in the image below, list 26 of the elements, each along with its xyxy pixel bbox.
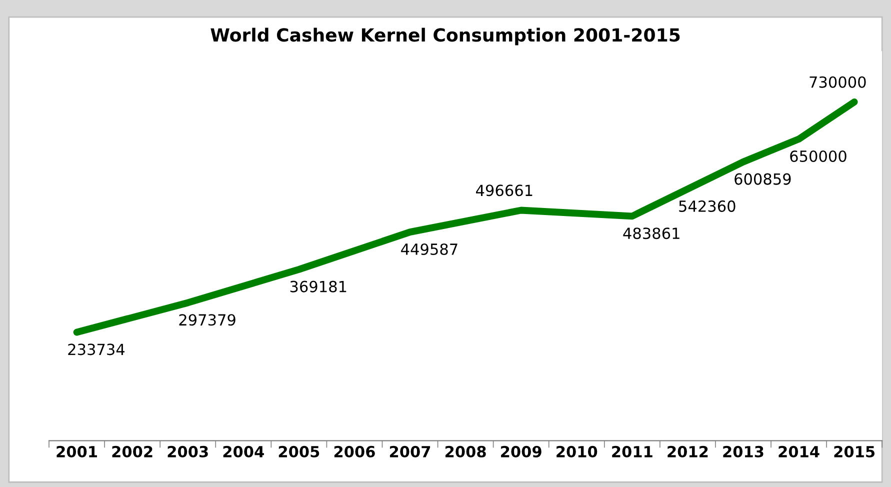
x-tick-label: 2010 <box>556 446 598 458</box>
data-label: 297379 <box>179 314 236 326</box>
data-label: 600859 <box>734 173 791 185</box>
x-tick-label: 2001 <box>56 446 97 458</box>
x-tick-label: 2002 <box>112 446 152 458</box>
data-label: 483861 <box>623 228 680 240</box>
x-tick-label: 2003 <box>168 446 208 458</box>
x-tick-label: 2014 <box>778 446 820 458</box>
data-label: 449587 <box>401 243 458 256</box>
data-label: 542360 <box>679 200 736 212</box>
x-tick-label: 2012 <box>668 446 708 458</box>
data-label: 233734 <box>68 344 125 356</box>
data-label: 650000 <box>790 150 846 162</box>
data-label: 496661 <box>476 184 532 196</box>
x-tick-label: 2013 <box>723 446 764 458</box>
x-tick-label: 2015 <box>834 446 875 458</box>
x-tick-label: 2004 <box>223 446 264 458</box>
x-tick-label: 2011 <box>612 446 652 458</box>
data-label: 730000 <box>810 76 866 88</box>
x-tick-label: 2006 <box>334 446 375 458</box>
x-tick-label: 2005 <box>278 446 320 458</box>
chart-title: World Cashew Kernel Consumption 2001-2015 <box>210 28 680 46</box>
x-tick-label: 2008 <box>445 446 486 458</box>
x-tick-label: 2007 <box>390 446 430 458</box>
x-tick-label: 2009 <box>501 446 542 458</box>
data-label: 369181 <box>290 280 346 292</box>
